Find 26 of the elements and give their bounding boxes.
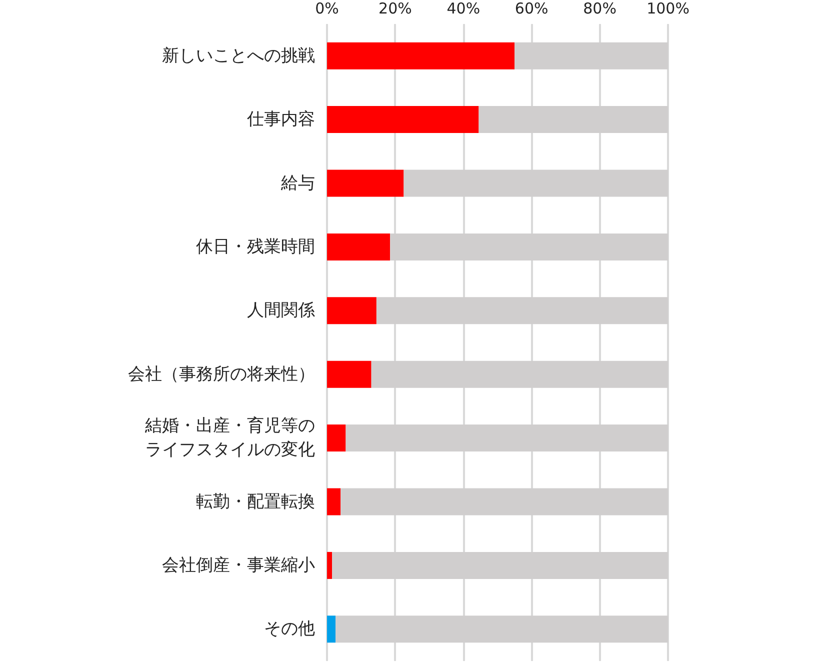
y-tick-label: その他 — [264, 619, 315, 640]
bar — [327, 233, 390, 260]
x-tick-label: 100% — [646, 0, 690, 18]
y-tick-label: 仕事内容 — [246, 110, 315, 130]
x-tick-label: 80% — [583, 0, 616, 18]
bar — [327, 360, 372, 388]
bar — [327, 616, 336, 643]
y-tick-label: 結婚・出産・育児等のライフスタイルの変化 — [144, 416, 315, 460]
bar — [327, 42, 515, 70]
bar — [327, 106, 479, 134]
y-tick-label: 給与 — [280, 173, 315, 194]
y-tick-label: 会社倒産・事業縮小 — [162, 555, 315, 576]
y-tick-label: 会社（事務所の将来性） — [128, 364, 315, 384]
y-tick-label: 新しいことへの挑戦 — [162, 46, 315, 66]
x-tick-label: 20% — [378, 0, 412, 18]
x-tick-label: 40% — [446, 0, 480, 18]
y-tick-label: 転勤・配置転換 — [196, 492, 315, 512]
bar — [327, 424, 346, 452]
bar — [327, 297, 376, 324]
x-tick-label: 60% — [514, 0, 548, 18]
y-tick-label: 休日・残業時間 — [196, 236, 315, 257]
x-tick-label: 0% — [315, 0, 339, 18]
bar — [327, 488, 341, 516]
y-tick-label: 人間関係 — [247, 300, 315, 321]
bar — [327, 552, 332, 579]
bar — [327, 170, 404, 197]
